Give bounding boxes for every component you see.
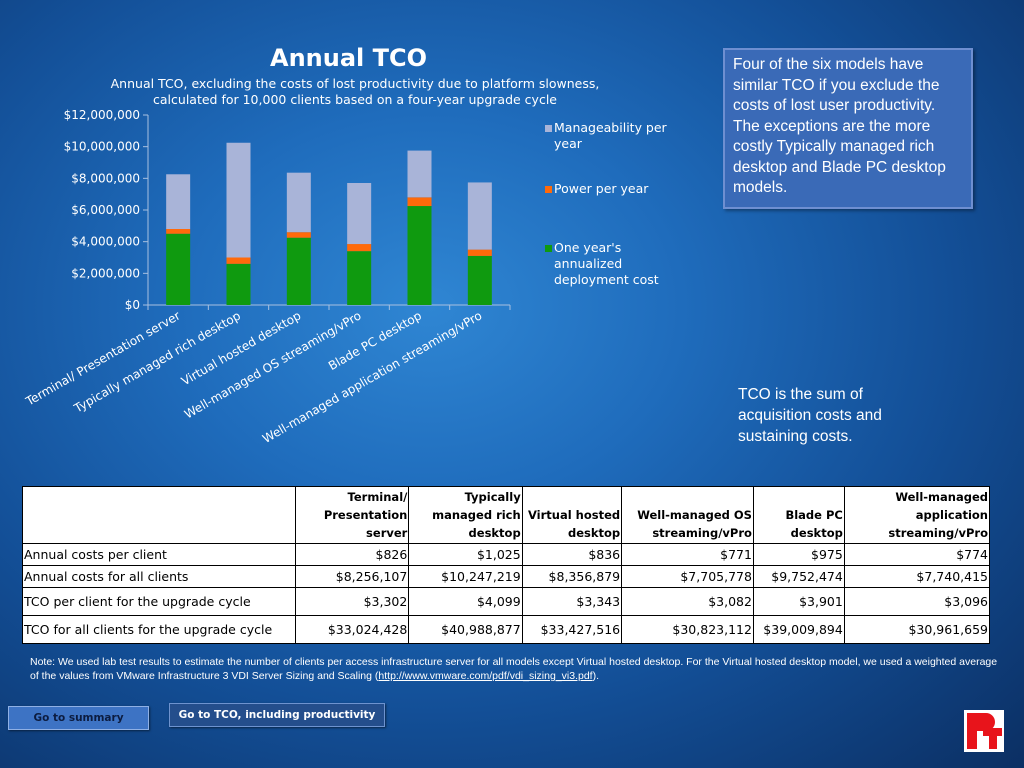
table-cell: $836 [521, 543, 623, 566]
table-header-row: Terminal/ Presentation server Typically … [22, 486, 991, 544]
bar-segment [286, 232, 311, 238]
chart-svg: $0 $2,000,000 $4,000,000 $6,000,000 $8,000,0… [23, 108, 668, 446]
table-cell: $8,356,879 [521, 565, 623, 588]
chart-subtitle: Annual TCO, excluding the costs of lost … [110, 76, 600, 107]
table-cell: $3,082 [621, 587, 754, 616]
legend-swatch [545, 186, 552, 193]
table-cell: $39,009,894 [752, 615, 845, 644]
table-row: TCO per client for the upgrade cycle $3,… [22, 587, 991, 616]
bar-segment [166, 229, 191, 234]
y-tick-label: $8,000,000 [71, 171, 140, 185]
legend-swatch [545, 245, 552, 252]
table-cell: $975 [752, 543, 845, 566]
bar-segment [467, 249, 492, 256]
table-cell: $774 [843, 543, 991, 566]
table-column-header: Typically managed rich desktop [408, 486, 523, 544]
legend-label: Manageability per year [554, 120, 668, 151]
chart-area: Annual TCO Annual TCO, excluding the cos… [0, 0, 720, 460]
footnote-text: Note: We used lab test results to estima… [30, 656, 998, 682]
bar-segment [407, 197, 432, 207]
bar-segment [226, 263, 251, 305]
bar-segment [407, 150, 432, 198]
table-cell: $7,740,415 [843, 565, 991, 588]
pt-logo-icon [964, 710, 1004, 752]
table-row: TCO for all clients for the upgrade cycl… [22, 615, 991, 644]
bar-segment [347, 182, 372, 245]
table-cell: $10,247,219 [408, 565, 523, 588]
y-tick-label: $12,000,000 [64, 108, 140, 122]
bar-segment [467, 182, 492, 250]
table-cell: $771 [621, 543, 754, 566]
bar-segment [286, 172, 311, 233]
bar-segment [226, 142, 251, 258]
table-cell: $1,025 [408, 543, 523, 566]
table-cell: $3,901 [752, 587, 845, 616]
table-cell: $3,302 [294, 587, 410, 616]
legend-swatch [545, 125, 552, 132]
table-cell: $7,705,778 [621, 565, 754, 588]
table-cell: $9,752,474 [752, 565, 845, 588]
vmware-link[interactable]: http://www.vmware.com/pdf/vdi_sizing_vi3… [378, 670, 593, 682]
bar-segment [347, 251, 372, 305]
y-tick-label: $4,000,000 [71, 235, 140, 249]
table-column-header: Virtual hosted desktop [521, 486, 623, 544]
table-cell: $3,096 [843, 587, 991, 616]
bar-segment [166, 233, 191, 305]
table-column-header: Well-managed OS streaming/vPro [621, 486, 754, 544]
go-to-tco-productivity-button[interactable]: Go to TCO, including productivity [169, 703, 385, 727]
legend-label: Power per year [554, 181, 649, 196]
table-cell: $33,427,516 [521, 615, 623, 644]
go-to-summary-button[interactable]: Go to summary [8, 706, 149, 730]
bar-segment [347, 244, 372, 252]
table-cell: $30,961,659 [843, 615, 991, 644]
callout-box: Four of the six models have similar TCO … [723, 48, 973, 209]
legend-label: One year's annualized deployment cost [554, 240, 659, 287]
tco-table: Terminal/ Presentation server Typically … [22, 486, 991, 644]
footnote: Note: We used lab test results to estima… [30, 655, 1000, 683]
table-cell: $40,988,877 [408, 615, 523, 644]
bar-segment [166, 174, 191, 229]
table-column-header: Well-managed application streaming/vPro [843, 486, 991, 544]
bar-segment [226, 257, 251, 264]
x-tick-label: Well-managed application streaming/vPro [260, 308, 484, 446]
y-tick-label: $0 [125, 298, 140, 312]
table-cell: $8,256,107 [294, 565, 410, 588]
table-row: Annual costs for all clients $8,256,107 … [22, 565, 991, 588]
bar-segment [407, 206, 432, 305]
table-cell: $30,823,112 [621, 615, 754, 644]
table-cell: $3,343 [521, 587, 623, 616]
table-row-label: TCO for all clients for the upgrade cycl… [22, 615, 296, 644]
bar-segment [467, 255, 492, 305]
footnote-end: ). [592, 670, 600, 682]
y-tick-label: $10,000,000 [64, 140, 140, 154]
table-cell: $4,099 [408, 587, 523, 616]
chart-title: Annual TCO [270, 44, 427, 72]
tco-definition-note: TCO is the sum of acquisition costs and … [738, 386, 882, 445]
table-cell: $33,024,428 [294, 615, 410, 644]
bar-segment [286, 237, 311, 305]
table-corner-cell [22, 486, 296, 544]
table-row-label: Annual costs per client [22, 543, 296, 566]
table-row-label: TCO per client for the upgrade cycle [22, 587, 296, 616]
y-tick-label: $6,000,000 [71, 203, 140, 217]
table-row: Annual costs per client $826 $1,025 $836… [22, 543, 991, 566]
table-row-label: Annual costs for all clients [22, 565, 296, 588]
table-column-header: Terminal/ Presentation server [294, 486, 410, 544]
table-cell: $826 [294, 543, 410, 566]
table-column-header: Blade PC desktop [752, 486, 845, 544]
y-tick-label: $2,000,000 [71, 266, 140, 280]
